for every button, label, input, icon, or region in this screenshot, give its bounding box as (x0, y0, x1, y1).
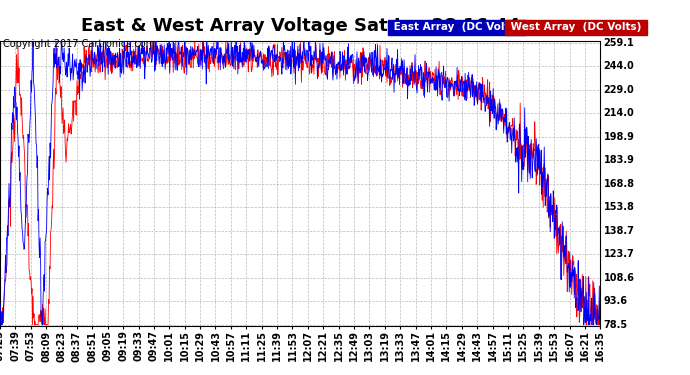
Text: 229.0: 229.0 (604, 85, 635, 95)
Text: 108.6: 108.6 (604, 273, 635, 283)
Text: East & West Array Voltage Sat Jan 28 16:44: East & West Array Voltage Sat Jan 28 16:… (81, 17, 520, 35)
Text: 214.0: 214.0 (604, 108, 635, 118)
Text: 78.5: 78.5 (604, 320, 628, 330)
Text: Copyright 2017 Cartronics.com: Copyright 2017 Cartronics.com (3, 39, 155, 50)
Text: 123.7: 123.7 (604, 249, 635, 259)
Text: 168.8: 168.8 (604, 179, 635, 189)
Text: West Array  (DC Volts): West Array (DC Volts) (507, 22, 645, 33)
Text: 138.7: 138.7 (604, 226, 635, 236)
Text: 244.0: 244.0 (604, 62, 635, 71)
Text: 259.1: 259.1 (604, 38, 635, 48)
Text: 93.6: 93.6 (604, 296, 628, 306)
Text: East Array  (DC Volts): East Array (DC Volts) (390, 22, 524, 33)
Text: 153.8: 153.8 (604, 202, 635, 212)
Text: 198.9: 198.9 (604, 132, 635, 142)
Text: 183.9: 183.9 (604, 155, 635, 165)
